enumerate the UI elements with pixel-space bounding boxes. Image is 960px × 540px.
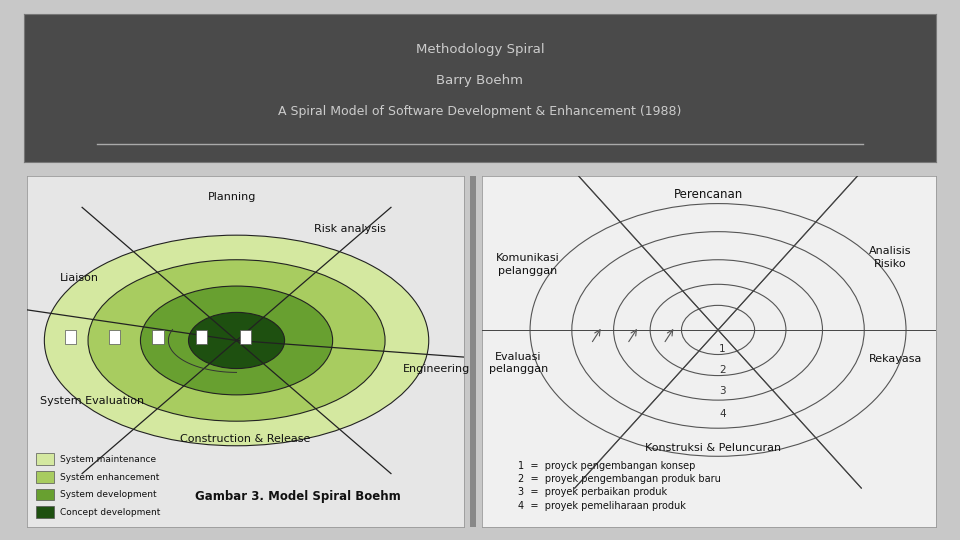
Ellipse shape bbox=[88, 260, 385, 421]
Text: Gambar 3. Model Spiral Boehm: Gambar 3. Model Spiral Boehm bbox=[195, 490, 400, 503]
Text: Planning: Planning bbox=[208, 192, 256, 202]
Text: Perencanan: Perencanan bbox=[674, 188, 744, 201]
Text: System Evaluation: System Evaluation bbox=[40, 396, 144, 406]
Text: Methodology Spiral: Methodology Spiral bbox=[416, 43, 544, 56]
Text: 4  =  proyek pemeliharaan produk: 4 = proyek pemeliharaan produk bbox=[518, 501, 686, 511]
Text: System maintenance: System maintenance bbox=[60, 455, 156, 464]
Text: Engineering: Engineering bbox=[402, 364, 469, 374]
Text: A Spiral Model of Software Development & Enhancement (1988): A Spiral Model of Software Development &… bbox=[278, 105, 682, 118]
Text: Evaluasi
pelanggan: Evaluasi pelanggan bbox=[489, 352, 548, 374]
Text: Risk analysis: Risk analysis bbox=[314, 224, 386, 234]
Text: Konstruksi & Peluncuran: Konstruksi & Peluncuran bbox=[645, 443, 781, 453]
Bar bbox=[36, 471, 54, 483]
Text: System enhancement: System enhancement bbox=[60, 472, 159, 482]
Text: Rekayasa: Rekayasa bbox=[869, 354, 922, 363]
Text: Barry Boehm: Barry Boehm bbox=[437, 74, 523, 87]
Ellipse shape bbox=[140, 286, 333, 395]
Bar bbox=[240, 330, 251, 344]
Text: 4: 4 bbox=[719, 409, 726, 419]
Bar bbox=[196, 330, 207, 344]
Bar bbox=[36, 489, 54, 500]
Text: Komunikasi
pelanggan: Komunikasi pelanggan bbox=[495, 253, 560, 276]
Text: System development: System development bbox=[60, 490, 156, 499]
Ellipse shape bbox=[188, 312, 284, 368]
Ellipse shape bbox=[44, 235, 429, 446]
Bar bbox=[36, 506, 54, 518]
Text: 1  =  proyck pengembangan konsep: 1 = proyck pengembangan konsep bbox=[518, 461, 696, 470]
Text: 3  =  proyek perbaikan produk: 3 = proyek perbaikan produk bbox=[518, 487, 667, 497]
Text: 3: 3 bbox=[719, 386, 726, 396]
Text: 1: 1 bbox=[719, 344, 726, 354]
Text: Analisis
Risiko: Analisis Risiko bbox=[870, 246, 912, 269]
Bar bbox=[36, 454, 54, 465]
Text: 2: 2 bbox=[719, 365, 726, 375]
Bar bbox=[153, 330, 163, 344]
Text: Concept development: Concept development bbox=[60, 508, 160, 517]
Text: Construction & Release: Construction & Release bbox=[180, 434, 310, 444]
Text: Liaison: Liaison bbox=[60, 273, 99, 283]
Bar bbox=[65, 330, 76, 344]
Bar bbox=[108, 330, 120, 344]
Text: 2  =  proyek pengembangan produk baru: 2 = proyek pengembangan produk baru bbox=[518, 474, 721, 484]
